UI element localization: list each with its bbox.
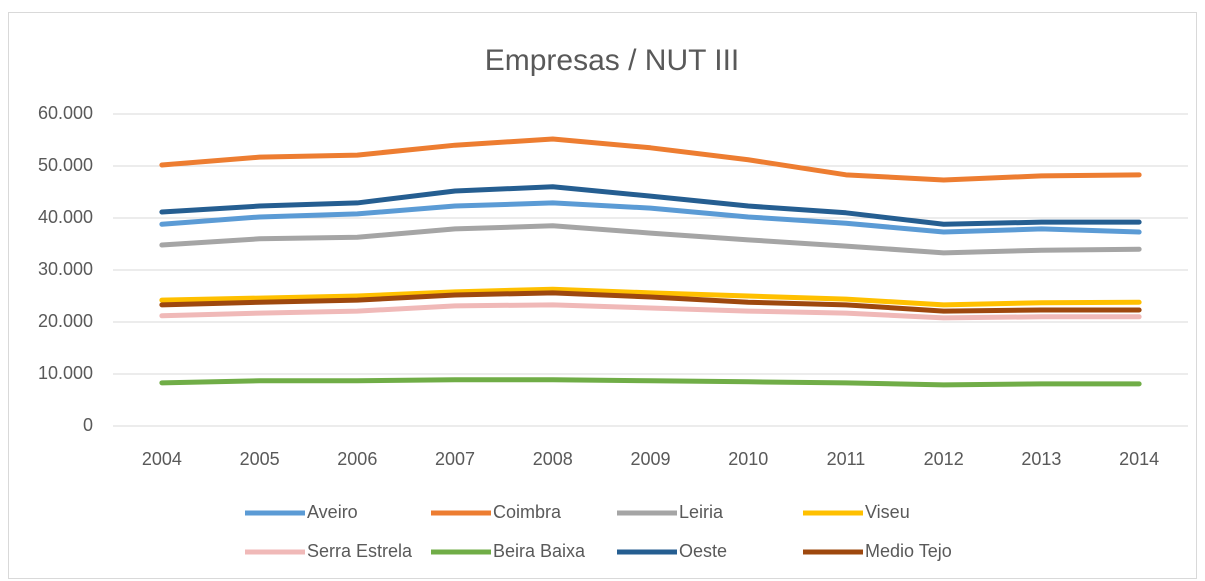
series-line — [159, 377, 1142, 388]
legend-label: Aveiro — [307, 502, 358, 522]
legend-label: Serra Estrela — [307, 541, 413, 561]
chart-title: Empresas / NUT III — [485, 44, 740, 77]
series-line — [159, 286, 1142, 308]
y-tick-label: 20.000 — [38, 311, 93, 331]
x-tick-label: 2011 — [827, 449, 866, 469]
series-line — [159, 223, 1142, 256]
y-tick-label: 60.000 — [38, 103, 93, 123]
x-tick-label: 2006 — [337, 449, 377, 469]
x-tick-label: 2005 — [240, 449, 280, 469]
y-tick-label: 30.000 — [38, 259, 93, 279]
legend-label: Medio Tejo — [865, 541, 952, 561]
series-line — [159, 200, 1142, 235]
legend-label: Viseu — [865, 502, 910, 522]
x-tick-label: 2004 — [142, 449, 182, 469]
series-line — [159, 184, 1142, 227]
y-tick-label: 10.000 — [38, 363, 93, 383]
legend-label: Oeste — [679, 541, 727, 561]
series-line — [159, 302, 1142, 321]
x-tick-label: 2012 — [924, 449, 964, 469]
legend-label: Leiria — [679, 502, 724, 522]
x-tick-label: 2007 — [435, 449, 475, 469]
y-tick-label: 0 — [83, 415, 93, 435]
x-tick-label: 2013 — [1021, 449, 1061, 469]
x-tick-label: 2008 — [533, 449, 573, 469]
legend-label: Coimbra — [493, 502, 562, 522]
series-line — [159, 136, 1142, 183]
x-tick-label: 2009 — [630, 449, 670, 469]
legend-label: Beira Baixa — [493, 541, 586, 561]
y-tick-label: 40.000 — [38, 207, 93, 227]
series-line — [159, 290, 1142, 314]
x-tick-label: 2010 — [728, 449, 768, 469]
y-tick-label: 50.000 — [38, 155, 93, 175]
x-tick-label: 2014 — [1119, 449, 1159, 469]
